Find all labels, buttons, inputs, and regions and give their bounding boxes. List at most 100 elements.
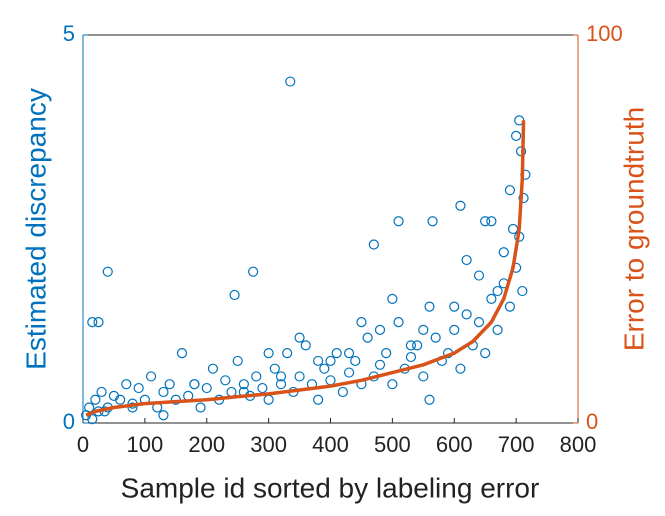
scatter-point (325, 375, 336, 386)
scatter-point (486, 216, 497, 227)
scatter-point (102, 266, 113, 277)
scatter-point (195, 402, 206, 413)
scatter-point (189, 379, 200, 390)
scatter-point (325, 355, 336, 367)
scatter-point (517, 285, 528, 297)
scatter-point (251, 371, 262, 382)
x-tick-label: 200 (188, 432, 225, 457)
scatter-point (455, 200, 466, 211)
scatter-point (90, 394, 101, 405)
x-axis-label: Sample id sorted by labeling error (121, 472, 540, 503)
scatter-point (492, 324, 503, 335)
scatter-point (449, 301, 460, 312)
x-tick-label: 300 (250, 432, 287, 457)
scatter-point (492, 285, 503, 297)
scatter-point (381, 348, 392, 359)
y2-axis-label: Error to groundtruth (618, 107, 649, 351)
scatter-point (133, 382, 144, 394)
scatter-point (405, 340, 417, 351)
y-tick-label: 5 (63, 21, 75, 46)
scatter-point (313, 394, 324, 405)
scatter-point (263, 348, 274, 359)
y-tick-label: 0 (63, 409, 75, 434)
scatter-point (498, 247, 509, 258)
scatter-point (176, 348, 188, 359)
line (85, 120, 526, 417)
scatter-point (275, 379, 287, 390)
scatter-point (424, 394, 435, 405)
scatter-point (96, 386, 107, 398)
scatter-point (504, 301, 516, 312)
scatter-point (461, 309, 472, 320)
scatter-point (263, 394, 274, 405)
scatter-point (158, 410, 169, 421)
scatter-point (356, 317, 367, 328)
scatter-point (393, 317, 404, 328)
scatter-point (350, 355, 361, 367)
scatter-point (164, 379, 175, 390)
scatter-point (418, 371, 429, 382)
scatter-point (319, 363, 330, 374)
scatter-point (343, 348, 355, 359)
scatter-point (158, 386, 169, 398)
scatter-point (248, 266, 259, 277)
scatter-point (387, 379, 398, 390)
scatter-point (220, 375, 231, 386)
y2-tick-label: 100 (586, 21, 623, 46)
x-tick-label: 500 (374, 432, 411, 457)
y-axis-label: Estimated discrepancy (20, 88, 51, 370)
scatter-point (368, 239, 379, 250)
scatter-point (269, 363, 280, 374)
scatter-point (115, 394, 126, 405)
x-tick-label: 700 (498, 432, 535, 457)
scatter-point (229, 289, 240, 301)
scatter-point (412, 340, 423, 351)
scatter-point (93, 317, 104, 328)
scatter-point (418, 324, 429, 335)
scatter-point (285, 76, 296, 87)
scatter-point (121, 379, 132, 390)
scatter-point (449, 324, 460, 335)
scatter-point (424, 301, 435, 312)
scatter-point (393, 216, 404, 227)
scatter-point (300, 340, 311, 351)
scatter-point (337, 386, 348, 398)
scatter-point (518, 192, 529, 204)
scatter-point (294, 371, 305, 382)
scatter-point (430, 332, 441, 343)
scatter-point (232, 355, 243, 367)
scatter-point (331, 348, 342, 359)
scatter-point (486, 293, 497, 304)
scatter-point (275, 371, 287, 382)
scatter-point (257, 382, 268, 394)
scatter-point (461, 254, 472, 266)
x-tick-label: 800 (560, 432, 597, 457)
scatter-point (473, 317, 485, 328)
scatter-point (405, 351, 417, 363)
scatter-point (387, 293, 398, 304)
scatter-point (504, 185, 516, 196)
scatter-point (374, 359, 386, 370)
scatter-point (374, 324, 386, 335)
scatter-point (507, 223, 519, 235)
x-tick-label: 600 (436, 432, 473, 457)
scatter-point (455, 363, 466, 374)
y2-tick-label: 0 (586, 409, 598, 434)
scatter-point (427, 216, 438, 227)
scatter-point (313, 355, 324, 367)
scatter-point (207, 363, 219, 374)
scatter-point (87, 414, 98, 425)
scatter-point (84, 402, 95, 413)
scatter-point (473, 270, 485, 281)
scatter-point (145, 371, 157, 382)
x-tick-label: 100 (127, 432, 164, 457)
scatter-point (294, 332, 305, 343)
x-tick-label: 0 (77, 432, 89, 457)
scatter-point (514, 115, 525, 126)
scatter-point (480, 216, 491, 227)
scatter-point (480, 348, 491, 359)
scatter-point (87, 317, 98, 328)
scatter-point (201, 382, 212, 394)
scatter-point (282, 348, 293, 359)
